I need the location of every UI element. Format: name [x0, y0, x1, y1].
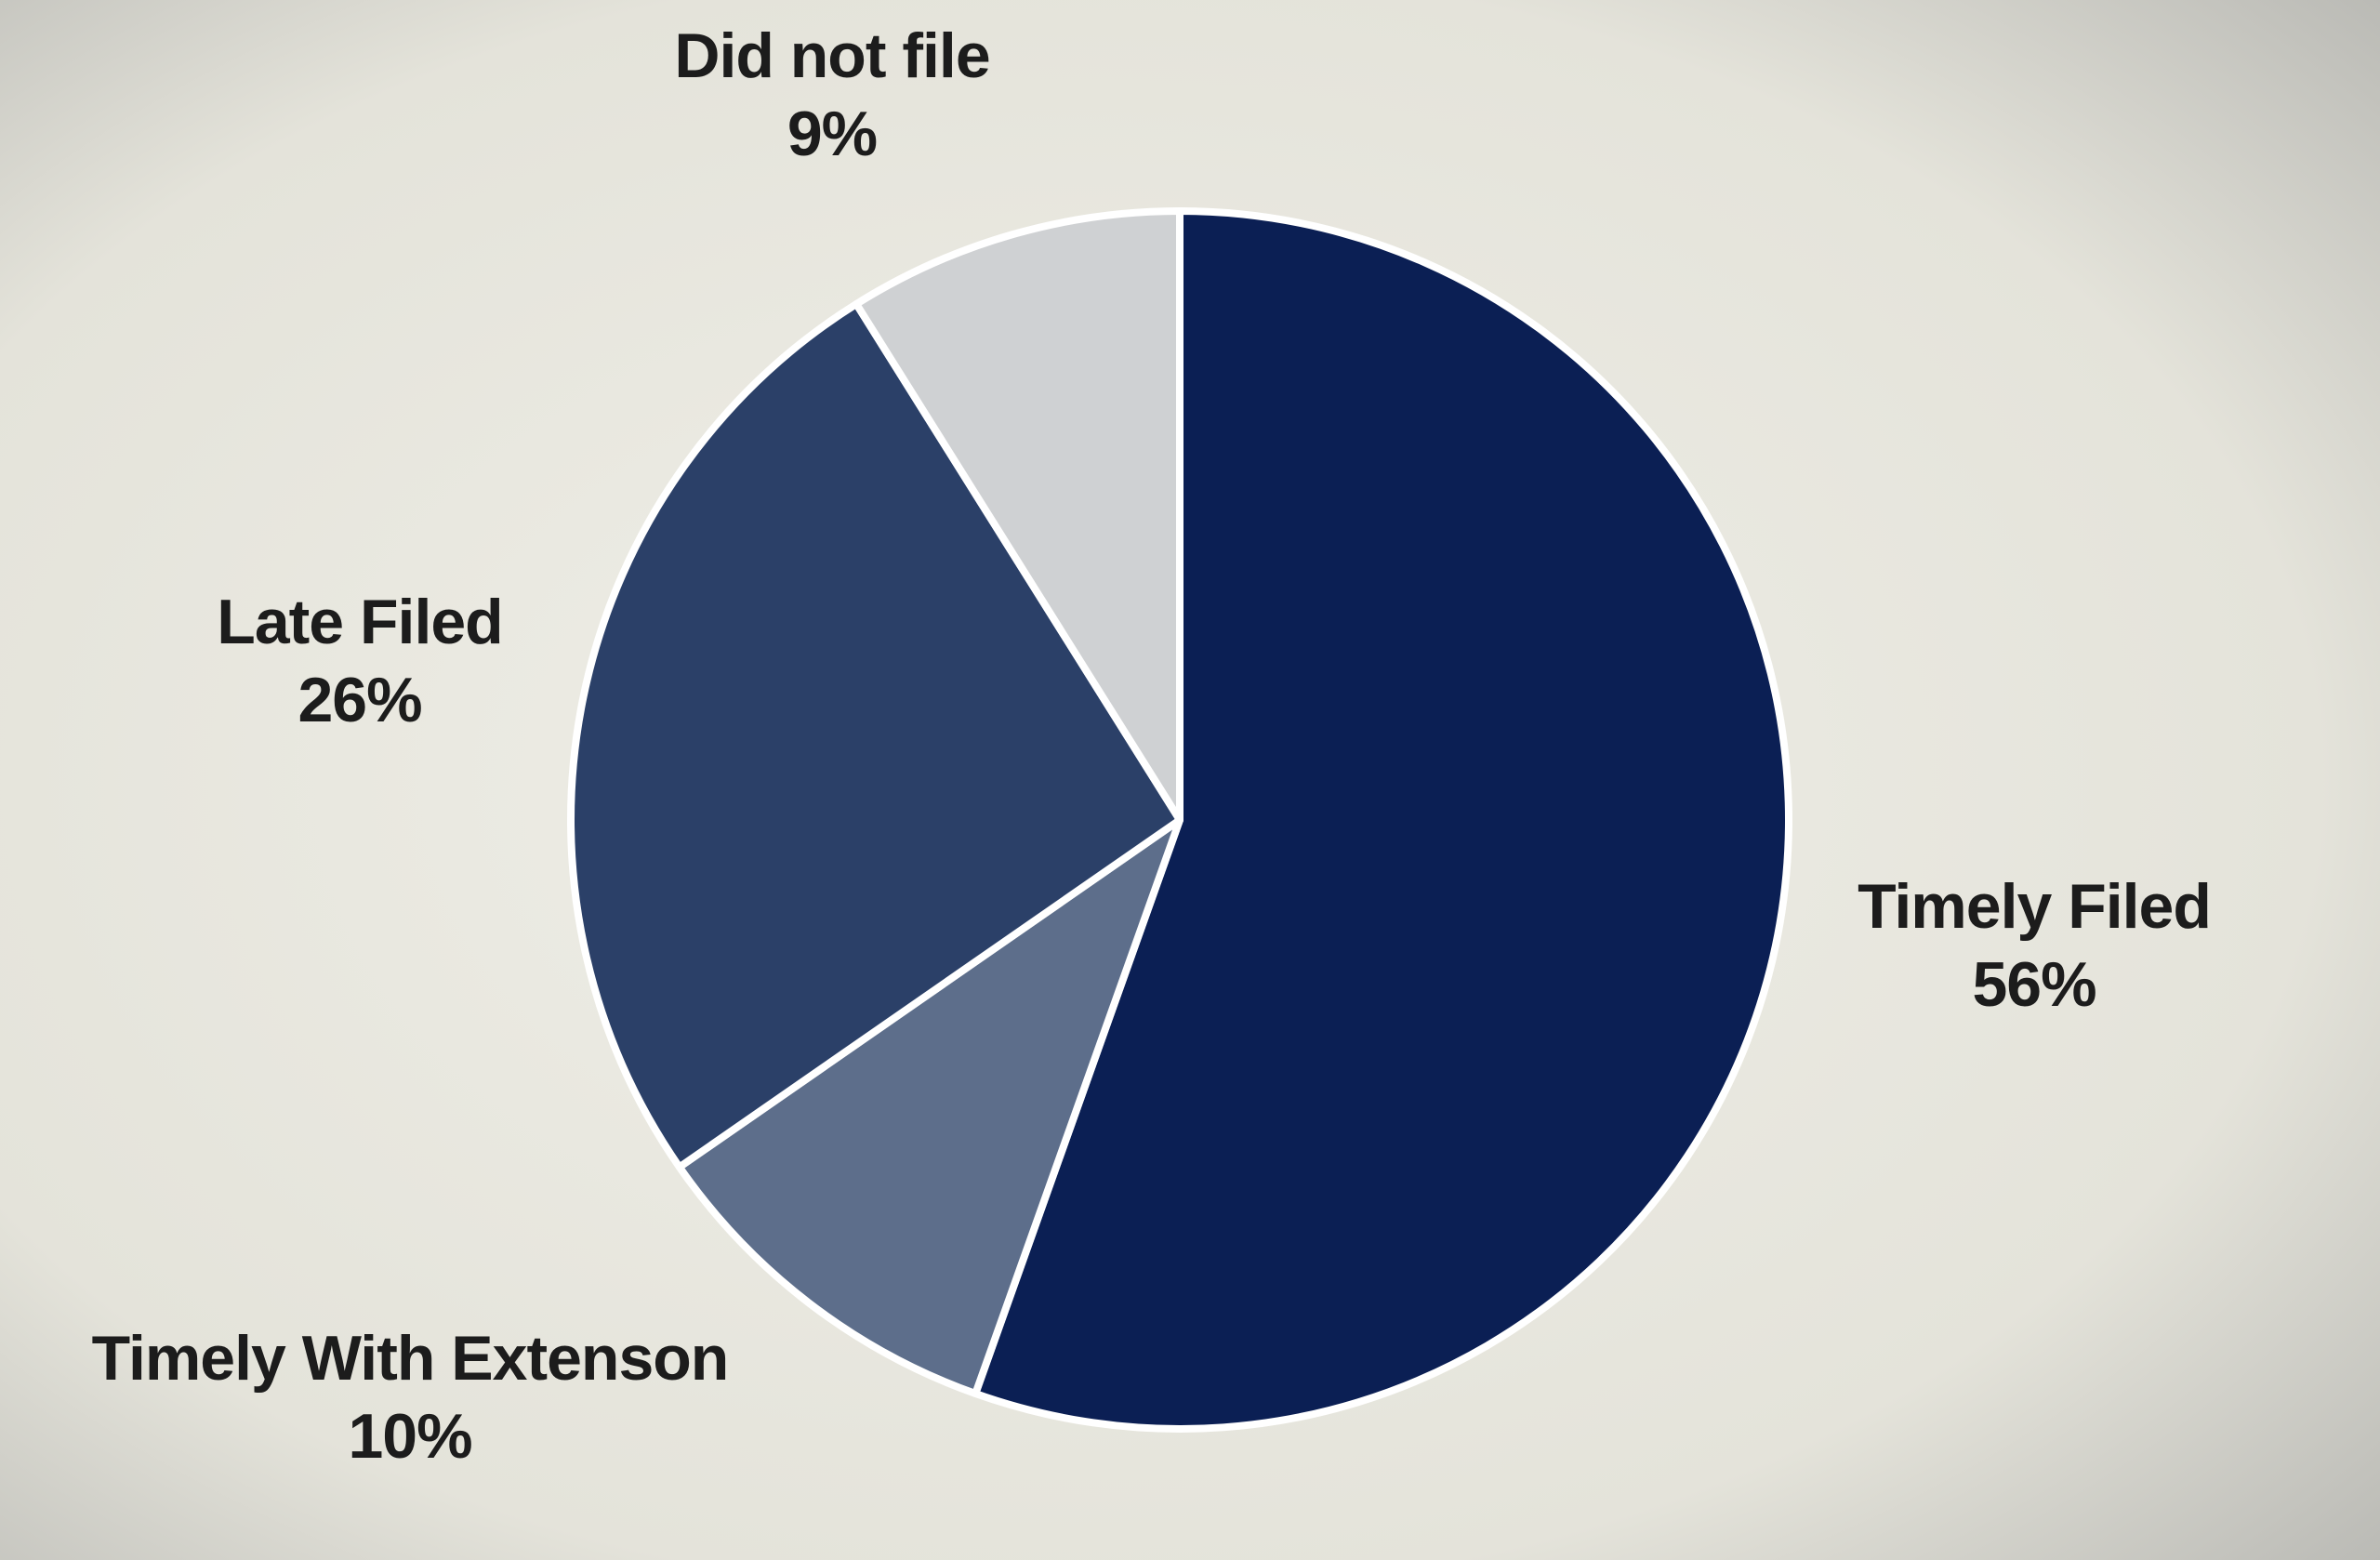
pie-slice	[853, 207, 1183, 824]
pie-slice	[567, 300, 1183, 1171]
slice-label: Did not file	[674, 20, 989, 91]
value-label: 56%	[1972, 949, 2096, 1020]
slice-label: Timely With Extenson	[92, 1323, 729, 1394]
value-label: 26%	[298, 665, 421, 735]
value-label: 10%	[348, 1401, 471, 1472]
slice-label: Timely Filed	[1858, 871, 2211, 942]
value-label: 9%	[787, 99, 877, 169]
pie-slice	[972, 207, 1792, 1433]
pie-slice	[675, 816, 1183, 1398]
slice-label: Late Filed	[217, 587, 502, 657]
